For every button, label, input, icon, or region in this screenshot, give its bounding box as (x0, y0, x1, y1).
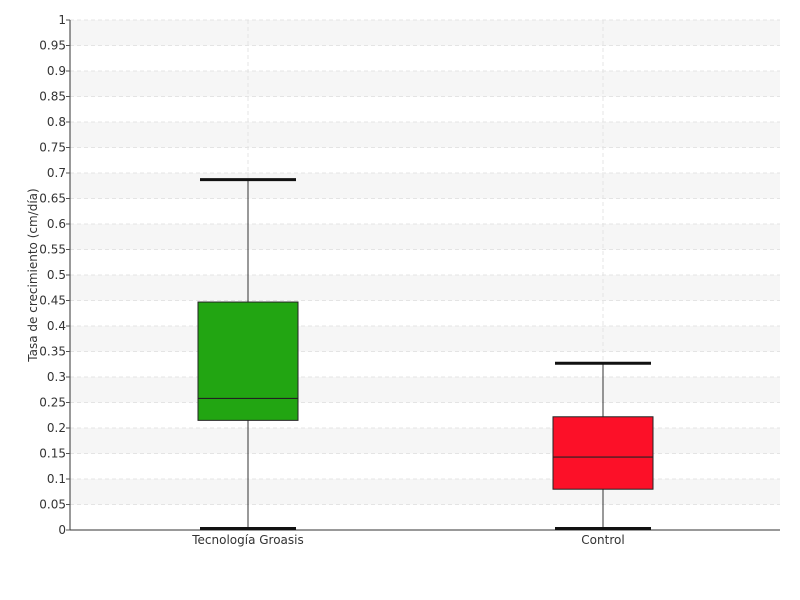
y-tick-label: 1 (58, 13, 66, 27)
y-tick-label: 0.05 (39, 498, 66, 512)
box-0 (197, 178, 299, 530)
y-axis-label: Tasa de crecimiento (cm/día) (26, 188, 40, 362)
y-tick-label: 0 (58, 523, 66, 537)
y-tick-label: 0.25 (39, 396, 66, 410)
y-tick-label: 0.1 (47, 472, 66, 486)
y-tick-label: 0.2 (47, 421, 66, 435)
y-tick-label: 0.5 (47, 268, 66, 282)
y-tick-label: 0.75 (39, 141, 66, 155)
grid-band (70, 479, 780, 505)
x-tick-label: Control (581, 533, 624, 547)
grid-band (70, 275, 780, 301)
y-tick-label: 0.6 (47, 217, 66, 231)
iqr-box (552, 416, 654, 490)
y-tick-label: 0.55 (39, 243, 66, 257)
y-tick-label: 0.85 (39, 90, 66, 104)
y-tick-label: 0.4 (47, 319, 66, 333)
grid-band (70, 326, 780, 352)
plot-background-bands (70, 20, 780, 505)
grid-lines (70, 19, 780, 530)
y-tick-label: 0.95 (39, 39, 66, 53)
y-tick-label: 0.7 (47, 166, 66, 180)
y-tick-label: 0.8 (47, 115, 66, 129)
grid-band (70, 71, 780, 97)
grid-band (70, 224, 780, 250)
y-tick-label: 0.65 (39, 192, 66, 206)
grid-band (70, 20, 780, 46)
grid-band (70, 428, 780, 454)
x-tick-label: Tecnología Groasis (191, 533, 304, 547)
grid-band (70, 377, 780, 403)
y-tick-label: 0.45 (39, 294, 66, 308)
iqr-box (197, 301, 299, 421)
y-tick-label: 0.3 (47, 370, 66, 384)
y-tick-label: 0.9 (47, 64, 66, 78)
y-tick-label: 0.35 (39, 345, 66, 359)
x-axis-ticks: Tecnología Groasis Control (191, 533, 624, 547)
y-axis-ticks: 0 0.05 0.1 0.15 0.2 0.25 0.3 0.35 0.4 0.45 0.5 0.55… (39, 13, 70, 537)
box-1 (552, 361, 654, 530)
grid-band (70, 173, 780, 199)
y-tick-label: 0.15 (39, 447, 66, 461)
boxes (197, 178, 654, 530)
grid-band (70, 122, 780, 148)
